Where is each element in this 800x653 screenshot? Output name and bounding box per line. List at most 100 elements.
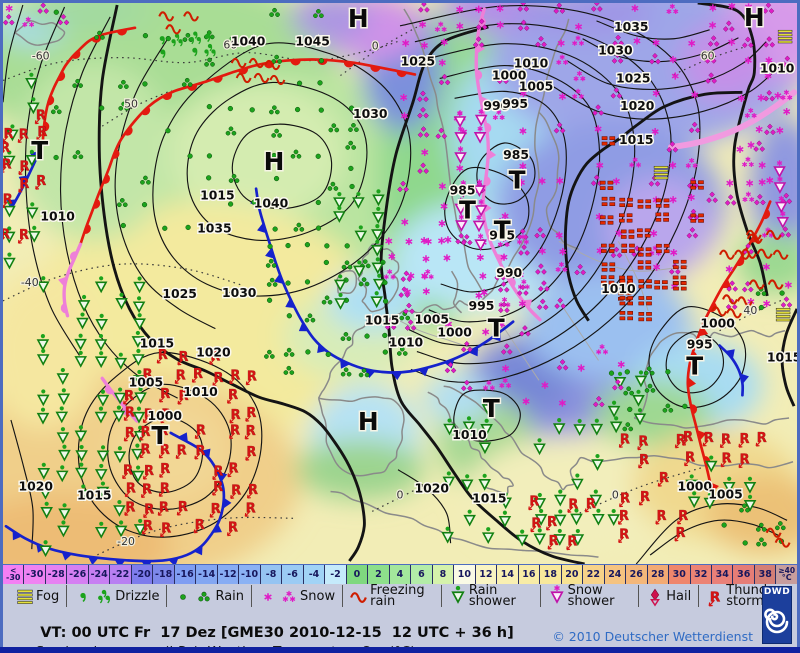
svg-text:1010: 1010: [452, 427, 487, 442]
dwd-logo-text: DWD: [763, 587, 791, 597]
svg-text:995: 995: [468, 298, 494, 313]
rshower-icon: [448, 585, 469, 608]
svg-text:R: R: [196, 423, 206, 438]
svg-text:R: R: [531, 517, 541, 532]
svg-text:R: R: [161, 522, 171, 537]
svg-text:1010: 1010: [389, 335, 424, 350]
svg-text:1020: 1020: [196, 344, 231, 359]
legend-item-label: Fog: [36, 588, 60, 604]
svg-text:1015: 1015: [140, 336, 174, 351]
svg-text:1015: 1015: [77, 487, 111, 502]
scale-cell-label: -2: [330, 569, 341, 580]
drizzle3-icon: [94, 585, 115, 608]
svg-text:R: R: [213, 480, 223, 495]
svg-text:R: R: [710, 589, 721, 605]
svg-text:R: R: [123, 463, 133, 478]
svg-text:R: R: [179, 389, 189, 404]
scale-cell: -26: [67, 565, 89, 584]
svg-text:R: R: [177, 443, 187, 458]
svg-text:T: T: [459, 195, 476, 224]
snow1-icon: [258, 585, 279, 608]
svg-text:1030: 1030: [598, 43, 633, 58]
scale-cell: -12: [217, 565, 240, 584]
legend-item-label: Snow shower: [567, 583, 615, 609]
legend-item-rain: Rain: [167, 585, 253, 608]
svg-text:1040: 1040: [254, 196, 289, 211]
svg-text:1025: 1025: [162, 286, 196, 301]
scale-cell: ≥40 °C: [776, 565, 797, 584]
svg-text:1000: 1000: [700, 316, 735, 331]
svg-text:1030: 1030: [353, 106, 388, 121]
svg-text:H: H: [744, 3, 765, 32]
svg-text:985: 985: [503, 147, 529, 162]
svg-text:R: R: [3, 157, 12, 172]
svg-text:1005: 1005: [519, 78, 553, 93]
svg-text:R: R: [214, 371, 224, 386]
svg-text:R: R: [143, 519, 153, 534]
svg-text:1005: 1005: [415, 312, 449, 327]
svg-text:R: R: [619, 527, 629, 542]
snow3-icon: [279, 585, 300, 608]
scale-cell-label: 38: [758, 569, 772, 580]
svg-text:990: 990: [483, 98, 509, 113]
svg-text:R: R: [231, 483, 241, 498]
svg-text:60: 60: [223, 39, 237, 52]
svg-text:1035: 1035: [614, 19, 648, 34]
scale-cell-label: -8: [265, 569, 277, 580]
scale-cell-label: 6: [418, 569, 425, 580]
scale-cell-label: -16: [176, 569, 194, 580]
scale-cell: 18: [540, 565, 562, 584]
svg-text:R: R: [757, 431, 767, 446]
svg-text:R: R: [125, 426, 135, 441]
scale-cell-label: 4: [396, 569, 404, 580]
svg-text:R: R: [161, 408, 171, 423]
scale-cell: 16: [518, 565, 541, 584]
legend-item-snow-shower: Snow shower: [541, 583, 640, 609]
svg-text:1040: 1040: [231, 34, 266, 49]
svg-text:1015: 1015: [365, 313, 399, 328]
legend-item-label: Drizzle: [115, 588, 160, 604]
svg-text:R: R: [36, 109, 46, 124]
svg-text:R: R: [547, 515, 557, 530]
svg-text:R: R: [246, 406, 256, 421]
svg-text:1000: 1000: [148, 408, 183, 423]
svg-text:T: T: [494, 215, 511, 244]
svg-text:R: R: [125, 405, 135, 420]
svg-text:R: R: [228, 388, 238, 403]
svg-text:995: 995: [502, 96, 528, 111]
svg-text:T: T: [31, 136, 48, 165]
scale-cell-label: -10: [240, 569, 259, 580]
vt-line: VT: 00 UTC Fr 17 Dez [GME30 2010-12-15 1…: [3, 608, 797, 641]
scale-cell: -6: [282, 565, 304, 584]
legend-item-hail: Hail: [639, 585, 700, 607]
svg-text:R: R: [193, 367, 203, 382]
svg-text:1015: 1015: [619, 132, 653, 147]
scale-cell-label: 12: [479, 569, 493, 580]
svg-text:R: R: [158, 348, 168, 363]
scale-cell: 10: [454, 565, 476, 584]
parameter-line: Sea level pressure (hPa), Weather, Tempe…: [3, 628, 797, 653]
rain1-icon: [173, 585, 194, 608]
svg-text:1000: 1000: [492, 67, 527, 82]
legend-item-fog: Fog: [9, 585, 68, 607]
svg-text:R: R: [195, 518, 205, 533]
scale-cell: -30: [24, 565, 46, 584]
drizzle1-icon: [73, 585, 94, 608]
svg-text:R: R: [19, 159, 29, 174]
svg-text:T: T: [509, 166, 526, 195]
scale-cell: 4: [389, 565, 412, 584]
scale-cell: 38: [754, 565, 777, 584]
svg-text:R: R: [685, 451, 695, 466]
svg-text:R: R: [144, 464, 154, 479]
scale-cell: -20: [131, 565, 154, 584]
scale-cell-label: 36: [737, 569, 751, 580]
scale-cell: 22: [583, 565, 605, 584]
svg-text:1025: 1025: [616, 70, 650, 85]
scale-cell: 28: [647, 565, 670, 584]
svg-text:R: R: [246, 424, 256, 439]
scale-cell: 32: [690, 565, 712, 584]
svg-text:1025: 1025: [401, 54, 435, 69]
scale-cell-label: 10: [457, 569, 472, 580]
legend-item-freezing-rain: Freezing rain: [343, 584, 442, 608]
